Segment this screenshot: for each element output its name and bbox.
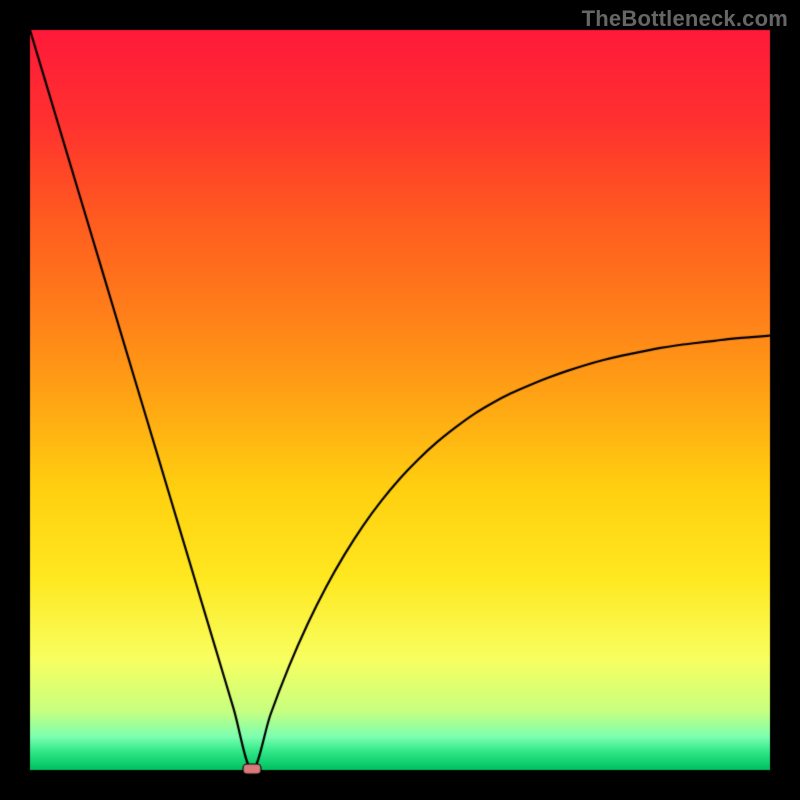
chart-container: TheBottleneck.com (0, 0, 800, 800)
bottleneck-chart-canvas (0, 0, 800, 800)
watermark-text: TheBottleneck.com (582, 6, 788, 32)
